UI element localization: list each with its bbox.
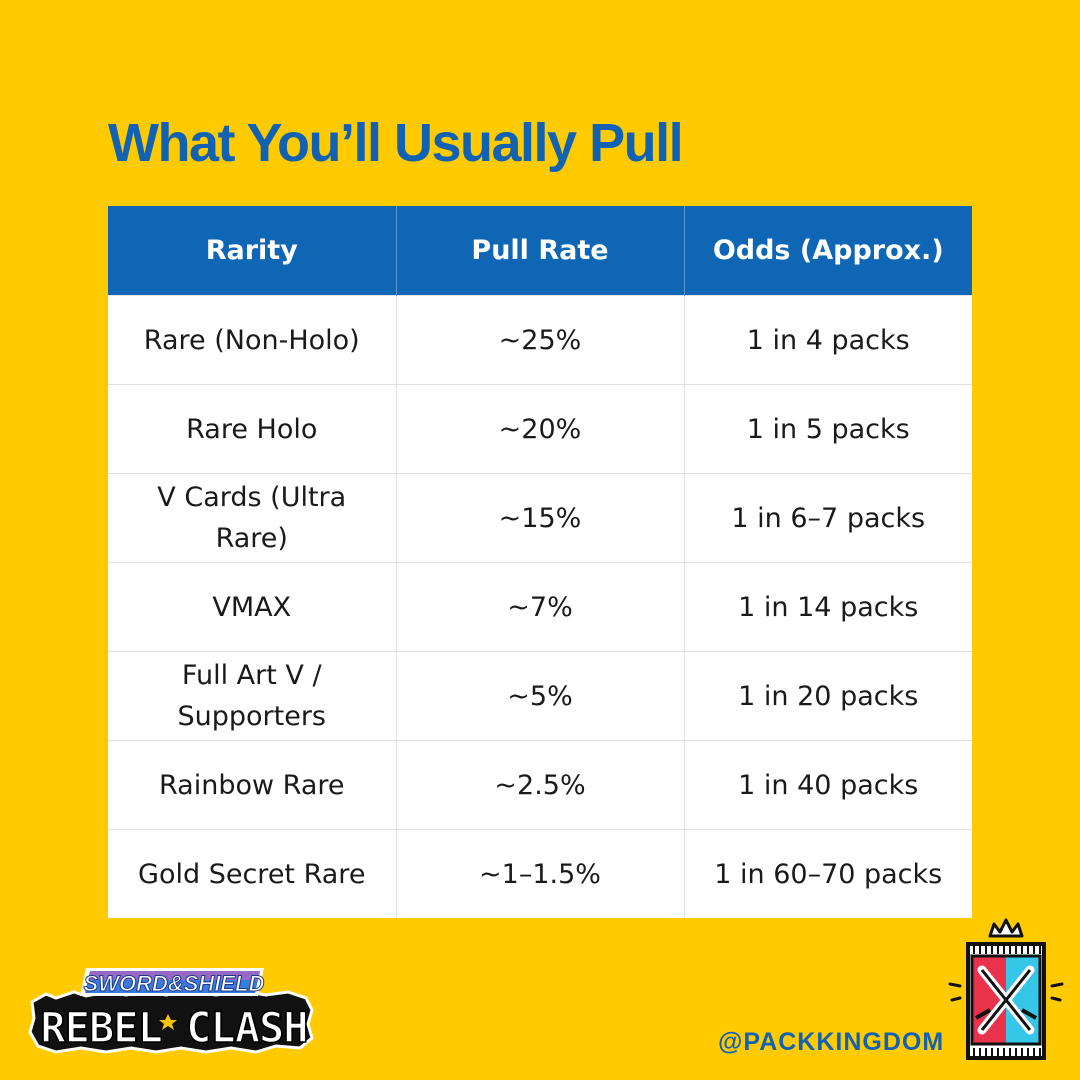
table-row: V Cards (Ultra Rare) ~15% 1 in 6–7 packs: [108, 473, 972, 563]
table-row: VMAX ~7% 1 in 14 packs: [108, 562, 972, 652]
cell-rarity: Full Art V / Supporters: [108, 651, 397, 741]
cell-pull-rate: ~20%: [396, 384, 685, 474]
table-header-row: Rarity Pull Rate Odds (Approx.): [108, 206, 972, 296]
pull-rate-table: Rarity Pull Rate Odds (Approx.) Rare (No…: [108, 206, 972, 918]
cell-rarity: V Cards (Ultra Rare): [108, 473, 397, 563]
table-row: Gold Secret Rare ~1–1.5% 1 in 60–70 pack…: [108, 829, 972, 918]
header-odds: Odds (Approx.): [684, 206, 972, 296]
cell-odds: 1 in 14 packs: [684, 562, 972, 652]
page-title: What You’ll Usually Pull: [108, 113, 684, 173]
cell-rarity: Rare Holo: [108, 384, 397, 474]
star-icon: [159, 1014, 177, 1030]
cell-odds: 1 in 60–70 packs: [684, 829, 972, 918]
cell-rarity: Rare (Non-Holo): [108, 295, 397, 385]
pack-kingdom-logo: [948, 918, 1064, 1060]
cell-pull-rate: ~25%: [396, 295, 685, 385]
cell-rarity: VMAX: [108, 562, 397, 652]
sword-shield-logo: SWORD&SHIELD REBEL CLASH: [28, 968, 314, 1054]
logo-top-text: SWORD&SHIELD: [84, 971, 265, 996]
table-row: Rare (Non-Holo) ~25% 1 in 4 packs: [108, 295, 972, 385]
cell-rarity: Gold Secret Rare: [108, 829, 397, 918]
cell-odds: 1 in 6–7 packs: [684, 473, 972, 563]
cell-rarity: Rainbow Rare: [108, 740, 397, 830]
table-row: Rare Holo ~20% 1 in 5 packs: [108, 384, 972, 474]
header-rarity: Rarity: [108, 206, 397, 296]
cell-odds: 1 in 20 packs: [684, 651, 972, 741]
cell-pull-rate: ~7%: [396, 562, 685, 652]
cell-pull-rate: ~15%: [396, 473, 685, 563]
cell-odds: 1 in 4 packs: [684, 295, 972, 385]
table-row: Rainbow Rare ~2.5% 1 in 40 packs: [108, 740, 972, 830]
cell-pull-rate: ~5%: [396, 651, 685, 741]
logo-bottom-text: REBEL CLASH: [40, 1003, 307, 1052]
cell-odds: 1 in 40 packs: [684, 740, 972, 830]
cell-pull-rate: ~1–1.5%: [396, 829, 685, 918]
cell-odds: 1 in 5 packs: [684, 384, 972, 474]
header-pull-rate: Pull Rate: [396, 206, 685, 296]
table-row: Full Art V / Supporters ~5% 1 in 20 pack…: [108, 651, 972, 741]
crossed-swords-icon: [975, 965, 1037, 1035]
social-handle: @PACKKINGDOM: [718, 1028, 945, 1056]
crown-icon: [988, 918, 1024, 938]
cell-pull-rate: ~2.5%: [396, 740, 685, 830]
